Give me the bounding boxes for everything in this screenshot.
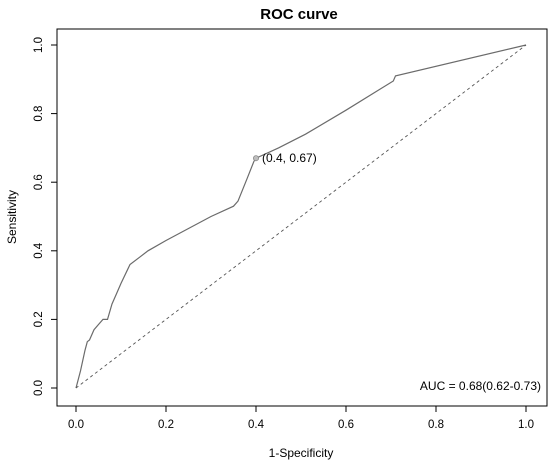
y-tick-label: 0.2 bbox=[33, 311, 45, 327]
y-tick-label: 0.8 bbox=[33, 106, 45, 122]
x-tick-label: 0.8 bbox=[428, 419, 444, 431]
x-axis-label: 1-Specificity bbox=[269, 446, 334, 460]
roc-curve-line bbox=[75, 44, 527, 389]
y-tick-label: 1.0 bbox=[33, 37, 45, 53]
x-tick-label: 0.6 bbox=[338, 419, 354, 431]
reference-diagonal-line bbox=[75, 44, 527, 389]
y-tick-label: 0.6 bbox=[33, 174, 45, 190]
y-axis-label: Sensitivity bbox=[5, 190, 19, 244]
x-axis: 0.0 0.2 0.4 0.6 0.8 1.0 bbox=[68, 406, 534, 431]
y-axis: 0.0 0.2 0.4 0.6 0.8 1.0 bbox=[33, 37, 57, 396]
chart-title: ROC curve bbox=[260, 6, 338, 23]
optimal-cutoff-point bbox=[252, 155, 259, 162]
x-tick-label: 1.0 bbox=[518, 419, 534, 431]
y-tick-label: 0.0 bbox=[33, 380, 45, 396]
optimal-cutoff-label: (0.4, 0.67) bbox=[262, 151, 317, 165]
auc-annotation: AUC = 0.68(0.62-0.73) bbox=[420, 379, 541, 393]
x-tick-label: 0.4 bbox=[248, 419, 265, 431]
y-tick-label: 0.4 bbox=[33, 242, 45, 259]
x-tick-label: 0.0 bbox=[68, 419, 84, 431]
x-tick-label: 0.2 bbox=[158, 419, 174, 431]
plot-area-frame bbox=[56, 28, 548, 407]
series-layer: (0.4, 0.67) bbox=[75, 44, 527, 389]
